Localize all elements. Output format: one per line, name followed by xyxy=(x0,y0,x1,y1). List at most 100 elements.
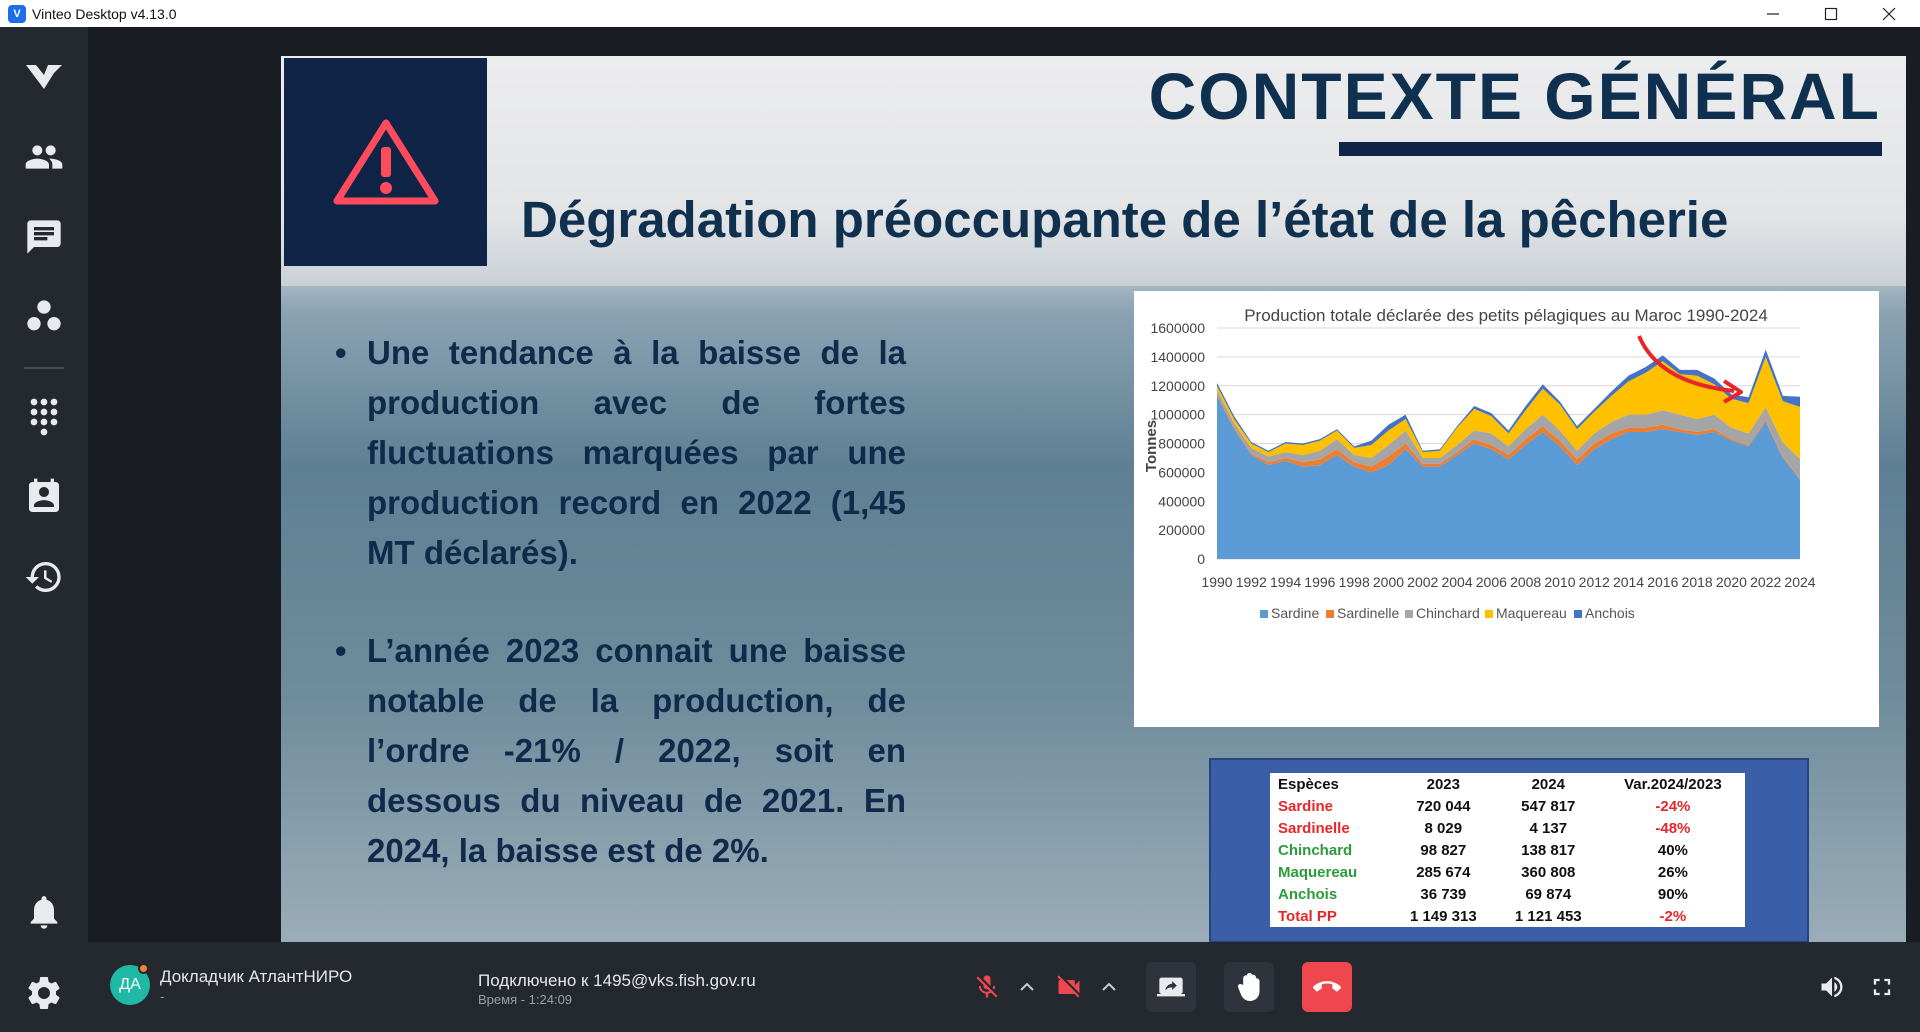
slide-title: CONTEXTE GÉNÉRAL xyxy=(1148,59,1881,133)
legend-entry: Chinchard xyxy=(1416,605,1480,621)
annotation-arrowhead xyxy=(1722,379,1743,404)
x-tick-label: 2000 xyxy=(1373,574,1404,590)
x-tick-label: 2014 xyxy=(1613,574,1644,590)
fullscreen-icon xyxy=(1873,978,1891,996)
x-tick-label: 2012 xyxy=(1579,574,1610,590)
table-cell: Maquereau xyxy=(1278,863,1358,881)
area-series-chinchard xyxy=(1217,390,1800,480)
table-cell: Sardinelle xyxy=(1278,819,1350,837)
table-cell: 98 827 xyxy=(1420,841,1467,859)
table-cell: Anchois xyxy=(1278,885,1338,903)
chart-svg: Production totale déclarée des petits pé… xyxy=(1143,306,1816,621)
x-tick-label: 1990 xyxy=(1201,574,1232,590)
table-cell: 720 044 xyxy=(1416,797,1471,815)
window-title: Vinteo Desktop v4.13.0 xyxy=(32,5,177,22)
y-tick-label: 1200000 xyxy=(1150,378,1205,394)
legend-swatch xyxy=(1260,610,1268,618)
x-tick-label: 1992 xyxy=(1236,574,1267,590)
area-series-sardine xyxy=(1217,395,1800,559)
close-window-button[interactable] xyxy=(1860,0,1918,27)
screen-share-button[interactable] xyxy=(1146,962,1196,1012)
y-tick-label: 0 xyxy=(1197,551,1205,567)
table-cell: 285 674 xyxy=(1416,863,1471,881)
notifications-icon[interactable] xyxy=(22,890,66,934)
connection-status: Подключено к 1495@vks.fish.gov.ru xyxy=(478,971,756,990)
x-tick-label: 2006 xyxy=(1476,574,1507,590)
table-row: Sardinelle 8 029 4 137 -48% xyxy=(1270,817,1745,839)
address-book-icon[interactable] xyxy=(22,475,66,519)
presence-badge xyxy=(138,963,149,974)
bullet-point-1: • Une tendance à la baisse de la product… xyxy=(335,328,906,578)
legend-swatch xyxy=(1326,610,1334,618)
legend-swatch xyxy=(1574,610,1582,618)
minimize-icon xyxy=(1767,12,1779,15)
settings-icon[interactable] xyxy=(22,971,66,1015)
table-row: Maquereau 285 674 360 808 26% xyxy=(1270,861,1745,883)
table-header-row: Espèces 2023 2024 Var.2024/2023 xyxy=(1270,773,1745,795)
species-table-panel: Espèces 2023 2024 Var.2024/2023 Sardine 7… xyxy=(1209,758,1809,943)
area-series-maquereau xyxy=(1217,356,1800,459)
table-cell: 36 739 xyxy=(1420,885,1467,903)
camera-options-button[interactable] xyxy=(1094,972,1124,1002)
y-tick-label: 1400000 xyxy=(1150,349,1205,365)
user-subtitle: - xyxy=(160,989,165,1004)
chevron-up-icon xyxy=(1020,982,1034,991)
chat-icon[interactable] xyxy=(22,215,66,259)
chart-title: Production totale déclarée des petits pé… xyxy=(1244,306,1768,325)
x-tick-label: 2016 xyxy=(1647,574,1678,590)
y-axis-label: Tonnes xyxy=(1143,420,1160,472)
y-tick-label: 1000000 xyxy=(1150,407,1205,423)
table-cell: 547 817 xyxy=(1521,797,1576,815)
table-cell: 1 121 453 xyxy=(1514,907,1582,925)
table-cell: Chinchard xyxy=(1278,841,1353,859)
window-titlebar: V Vinteo Desktop v4.13.0 xyxy=(0,0,1920,27)
x-tick-label: 2004 xyxy=(1441,574,1472,590)
table-cell: 360 808 xyxy=(1521,863,1576,881)
y-tick-label: 1600000 xyxy=(1150,320,1205,336)
y-tick-label: 800000 xyxy=(1158,436,1205,452)
table-cell: 90% xyxy=(1657,885,1688,903)
y-tick-label: 400000 xyxy=(1158,493,1205,509)
legend-entry: Sardine xyxy=(1271,605,1319,621)
vinteo-logo-icon[interactable] xyxy=(22,55,66,99)
chevron-up-icon xyxy=(1102,982,1116,991)
dialpad-icon[interactable] xyxy=(22,395,66,439)
bullet-mark: • xyxy=(335,632,347,669)
volume-button[interactable] xyxy=(1807,962,1857,1012)
maximize-icon xyxy=(1824,7,1838,20)
bullet-point-2: • L’année 2023 connait une baisse notabl… xyxy=(335,626,906,876)
table-cell: -48% xyxy=(1655,819,1691,837)
table-header: Var.2024/2023 xyxy=(1624,775,1722,793)
legend-swatch xyxy=(1405,610,1413,618)
minimize-button[interactable] xyxy=(1744,0,1802,27)
table-cell: Total PP xyxy=(1278,907,1337,925)
table-row: Total PP 1 149 313 1 121 453 -2% xyxy=(1270,905,1745,927)
video-stage: CONTEXTE GÉNÉRAL Dégradation préoccupant… xyxy=(88,27,1920,969)
fullscreen-button[interactable] xyxy=(1857,962,1907,1012)
species-table: Espèces 2023 2024 Var.2024/2023 Sardine 7… xyxy=(1270,773,1745,927)
table-cell: -2% xyxy=(1659,907,1687,925)
sidebar xyxy=(0,27,88,1032)
microphone-options-button[interactable] xyxy=(1012,972,1042,1002)
x-tick-label: 2020 xyxy=(1716,574,1747,590)
camera-button[interactable] xyxy=(1044,962,1094,1012)
table-header: 2023 xyxy=(1426,775,1460,793)
legend-entry: Maquereau xyxy=(1496,605,1567,621)
table-cell: 1 149 313 xyxy=(1409,907,1477,925)
hang-up-button[interactable] xyxy=(1302,962,1352,1012)
history-icon[interactable] xyxy=(22,555,66,599)
warning-panel xyxy=(284,58,487,266)
x-tick-label: 2022 xyxy=(1750,574,1781,590)
x-tick-label: 2024 xyxy=(1784,574,1815,590)
microphone-button[interactable] xyxy=(962,962,1012,1012)
user-name: Докладчик АтлантНИРО xyxy=(160,967,353,986)
contacts-icon[interactable] xyxy=(22,135,66,179)
maximize-button[interactable] xyxy=(1802,0,1860,27)
sidebar-divider xyxy=(24,367,64,369)
raise-hand-button[interactable] xyxy=(1224,962,1274,1012)
volume-icon xyxy=(1821,976,1843,998)
x-tick-label: 1994 xyxy=(1270,574,1301,590)
conference-icon[interactable] xyxy=(22,295,66,339)
table-cell: 40% xyxy=(1657,841,1688,859)
y-tick-label: 600000 xyxy=(1158,464,1205,480)
